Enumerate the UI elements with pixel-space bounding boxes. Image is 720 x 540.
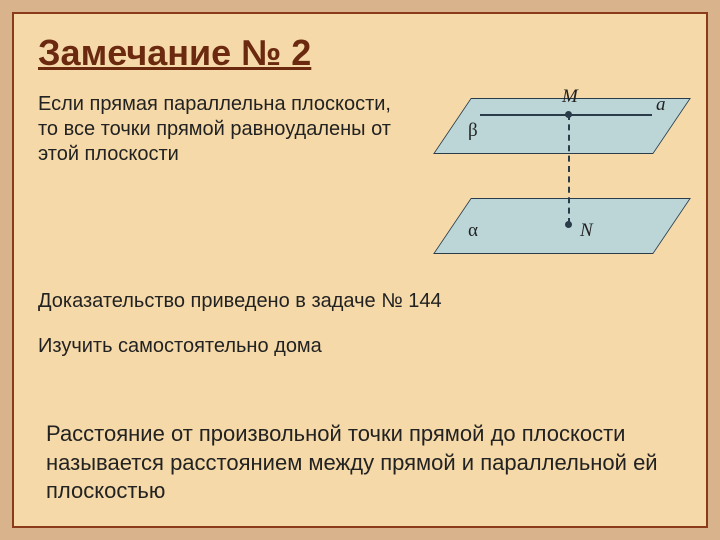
planes-diagram: M a β α N bbox=[422, 92, 682, 262]
top-row: Если прямая параллельна плоскости, то вс… bbox=[38, 92, 682, 262]
study-instruction: Изучить самостоятельно дома bbox=[38, 335, 682, 358]
statement-text: Если прямая параллельна плоскости, то вс… bbox=[38, 92, 406, 167]
slide-frame: Замечание № 2 Если прямая параллельна пл… bbox=[12, 12, 708, 528]
proof-reference: Доказательство приведено в задаче № 144 bbox=[38, 290, 682, 313]
label-m: M bbox=[562, 86, 578, 108]
label-beta: β bbox=[468, 120, 478, 142]
slide-title: Замечание № 2 bbox=[38, 32, 682, 74]
label-alpha: α bbox=[468, 220, 478, 242]
definition-text: Расстояние от произвольной точки прямой … bbox=[38, 420, 682, 506]
label-n: N bbox=[580, 220, 593, 242]
point-n bbox=[565, 221, 572, 228]
label-a: a bbox=[656, 94, 666, 116]
point-m bbox=[565, 111, 572, 118]
segment-mn bbox=[568, 114, 570, 224]
